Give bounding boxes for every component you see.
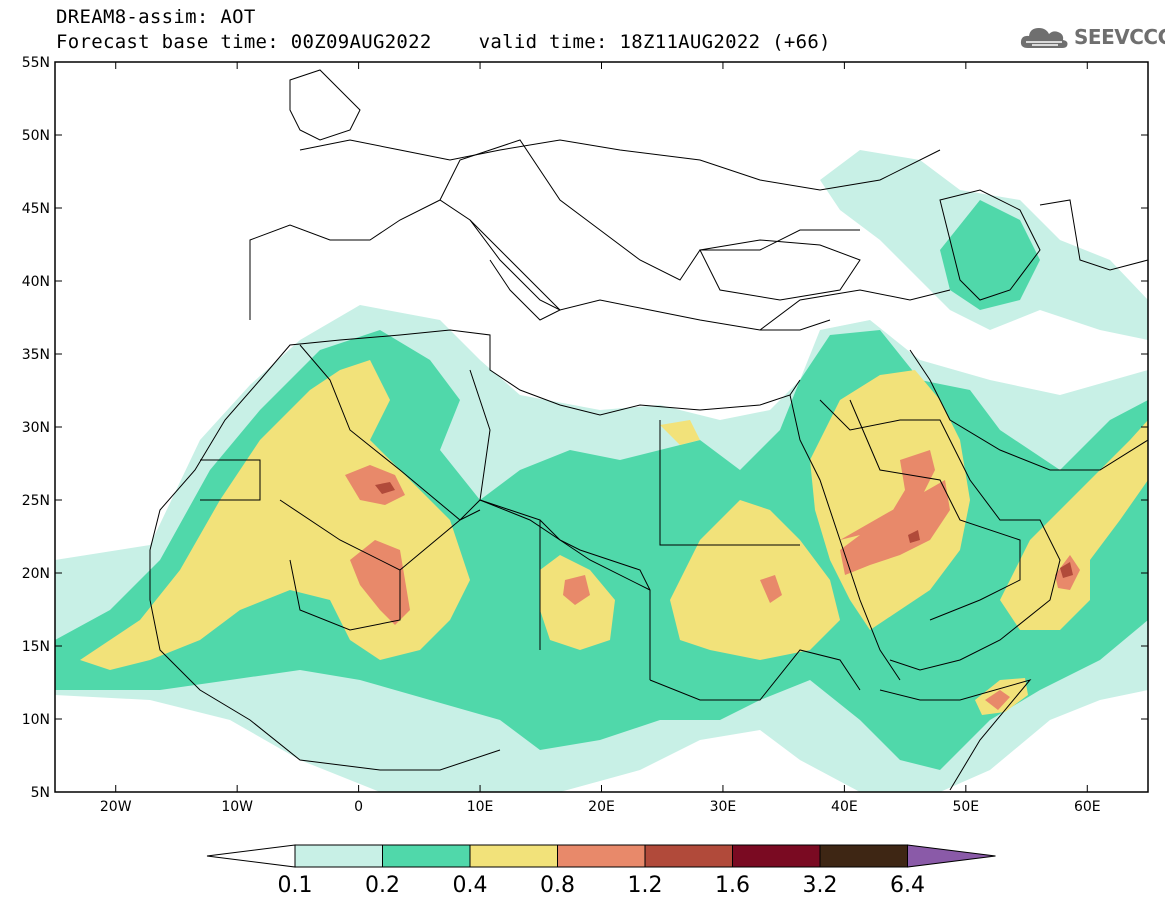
border-central-asia <box>1039 199 1148 271</box>
coastline-black-sea <box>699 239 861 301</box>
colorbar-bin <box>382 844 471 868</box>
longitude-axis: 20W 10W 0 10E 20E 30E 40E 50E 60E <box>100 62 1101 815</box>
aot-contour-0.4-oman <box>1000 420 1148 630</box>
lon-tick-label: 20W <box>100 799 132 815</box>
aot-contours <box>55 150 1148 792</box>
aot-contour-1.2-oman <box>1060 562 1073 578</box>
lat-tick-label: 30N <box>22 420 50 436</box>
border-libya <box>469 369 651 591</box>
lon-tick-label: 20E <box>588 799 615 815</box>
lon-tick-label: 0 <box>354 799 363 815</box>
lon-tick-label: 10W <box>221 799 253 815</box>
cloud-logo-icon <box>1020 28 1068 48</box>
colorbar-label: 0.1 <box>278 873 313 898</box>
aot-contour-0.4-sudan <box>670 500 840 660</box>
colorbar-label: 0.4 <box>453 873 488 898</box>
aot-contour-1.2-arabia <box>908 530 920 543</box>
coastline-med-africa <box>149 329 801 551</box>
colorbar-bin <box>644 844 733 868</box>
border-mauritania-mali <box>279 499 401 631</box>
aot-contour-1.2-algeria <box>375 482 395 494</box>
coastline-red-sea <box>789 394 901 681</box>
border-saudi <box>849 399 1021 621</box>
title-line-2: Forecast base time: 00Z09AUG2022 valid t… <box>56 31 831 53</box>
colorbar-bin <box>732 844 821 868</box>
lon-tick-label: 60E <box>1074 799 1101 815</box>
valid-time: valid time: 18Z11AUG2022 (+66) <box>478 31 831 53</box>
lat-tick-label: 35N <box>22 347 50 363</box>
lon-tick-label: 10E <box>467 799 494 815</box>
lat-tick-label: 50N <box>22 128 50 144</box>
lat-tick-label: 15N <box>22 639 50 655</box>
aot-contour-0.8-arabia <box>840 450 950 575</box>
aot-contour-0.8-chad <box>563 575 590 605</box>
colorbar-label: 1.2 <box>628 873 663 898</box>
border-chad <box>539 519 651 680</box>
border-europe-north <box>299 139 941 191</box>
lat-tick-label: 55N <box>22 55 50 71</box>
colorbar-bin <box>819 844 908 868</box>
lon-tick-label: 30E <box>710 799 737 815</box>
coastline-europe <box>249 199 831 331</box>
coastline-uk <box>289 69 361 141</box>
border-caspian <box>939 189 1041 301</box>
aot-contour-0.4-libya <box>660 420 700 445</box>
lon-tick-label: 40E <box>831 799 858 815</box>
border-niger <box>399 499 541 650</box>
lat-tick-label: 5N <box>31 785 50 801</box>
border-west-sahara <box>200 459 261 501</box>
colorbar-label: 0.8 <box>540 873 575 898</box>
border-algeria <box>299 344 481 521</box>
coastline-horn-africa <box>879 679 1032 791</box>
lat-tick-label: 25N <box>22 493 50 509</box>
aot-contour-0.8-somalia <box>985 690 1010 710</box>
lat-tick-label: 40N <box>22 274 50 290</box>
colorbar-label: 6.4 <box>890 873 925 898</box>
title-line-1: DREAM8-assim: AOT <box>56 6 256 28</box>
lon-tick-label: 50E <box>952 799 979 815</box>
lat-tick-label: 10N <box>22 712 50 728</box>
colorbar-bin <box>294 844 383 868</box>
aot-contour-0.8-mali <box>350 540 410 625</box>
colorbar-under-arrow <box>206 844 296 868</box>
border-iran <box>909 349 1148 471</box>
border-egypt-sudan <box>659 420 800 546</box>
border-europe-central <box>439 139 860 281</box>
colorbar-label: 0.2 <box>365 873 400 898</box>
colorbar-label: 3.2 <box>803 873 838 898</box>
country-boundaries <box>149 69 1148 791</box>
colorbar-label: 1.6 <box>715 873 750 898</box>
seevccc-logo: SEEVCCC <box>1018 22 1165 52</box>
coastline-italy <box>469 219 561 321</box>
border-turkey <box>759 289 951 331</box>
colorbar-bin <box>469 844 558 868</box>
lat-tick-label: 20N <box>22 566 50 582</box>
coastline-west-africa <box>149 550 501 771</box>
colorbar-over-arrow <box>907 844 996 868</box>
latitude-axis: 55N 50N 45N 40N 35N 30N 25N 20N 15N 10N 5N <box>22 55 1148 801</box>
lat-tick-label: 45N <box>22 201 50 217</box>
logo-text: SEEVCCC <box>1074 25 1165 49</box>
coastline-arabia <box>819 399 1061 671</box>
border-sudan-ethiopia <box>649 649 861 701</box>
colorbar-bin <box>557 844 646 868</box>
forecast-base-time: Forecast base time: 00Z09AUG2022 <box>56 31 432 53</box>
colorbar: 0.1 0.2 0.4 0.8 1.2 1.6 3.2 6.4 <box>206 844 996 898</box>
aot-contour-0.8-sudan <box>760 575 782 603</box>
